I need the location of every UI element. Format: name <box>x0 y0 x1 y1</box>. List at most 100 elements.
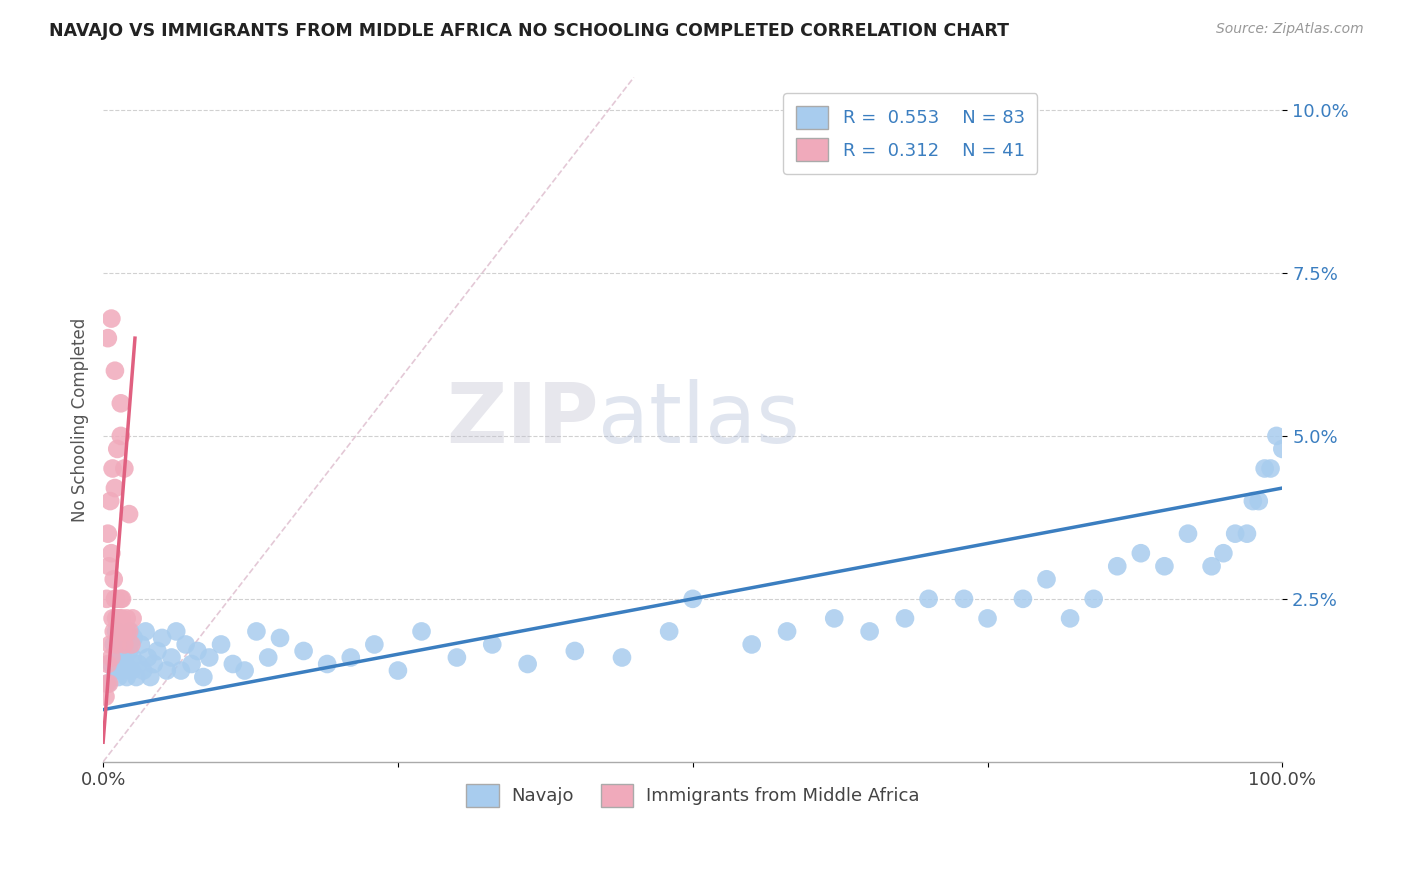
Point <box>233 664 256 678</box>
Point <box>411 624 433 639</box>
Point <box>363 637 385 651</box>
Point <box>110 396 132 410</box>
Point <box>98 559 121 574</box>
Point <box>1260 461 1282 475</box>
Point <box>1177 526 1199 541</box>
Point <box>160 650 183 665</box>
Point <box>125 670 148 684</box>
Point <box>110 591 132 606</box>
Point <box>115 611 138 625</box>
Point <box>103 624 125 639</box>
Point <box>823 611 845 625</box>
Text: ZIP: ZIP <box>446 379 599 460</box>
Point <box>193 670 215 684</box>
Point <box>139 670 162 684</box>
Point <box>115 624 138 639</box>
Point <box>610 650 633 665</box>
Point <box>1153 559 1175 574</box>
Point <box>112 461 135 475</box>
Point <box>516 657 538 671</box>
Point <box>111 591 134 606</box>
Point <box>142 657 165 671</box>
Point <box>741 637 763 651</box>
Point <box>104 664 127 678</box>
Point <box>101 461 124 475</box>
Point <box>98 676 121 690</box>
Point <box>150 631 173 645</box>
Point <box>96 591 118 606</box>
Point <box>112 637 135 651</box>
Legend: Navajo, Immigrants from Middle Africa: Navajo, Immigrants from Middle Africa <box>458 777 927 814</box>
Point <box>112 624 135 639</box>
Point <box>120 624 142 639</box>
Text: NAVAJO VS IMMIGRANTS FROM MIDDLE AFRICA NO SCHOOLING COMPLETED CORRELATION CHART: NAVAJO VS IMMIGRANTS FROM MIDDLE AFRICA … <box>49 22 1010 40</box>
Point <box>107 611 129 625</box>
Point <box>658 624 681 639</box>
Point <box>894 611 917 625</box>
Point <box>118 624 141 639</box>
Y-axis label: No Schooling Completed: No Schooling Completed <box>72 318 89 522</box>
Point <box>97 676 120 690</box>
Point <box>121 611 143 625</box>
Point <box>101 611 124 625</box>
Point <box>1253 461 1275 475</box>
Point <box>245 624 267 639</box>
Point <box>136 650 159 665</box>
Point <box>115 670 138 684</box>
Point <box>446 650 468 665</box>
Point <box>186 644 208 658</box>
Point <box>339 650 361 665</box>
Point <box>103 572 125 586</box>
Text: Source: ZipAtlas.com: Source: ZipAtlas.com <box>1216 22 1364 37</box>
Point <box>112 650 135 665</box>
Point <box>146 644 169 658</box>
Point <box>1271 442 1294 456</box>
Point <box>1236 526 1258 541</box>
Point <box>1265 429 1288 443</box>
Point <box>118 507 141 521</box>
Point <box>1059 611 1081 625</box>
Point <box>198 650 221 665</box>
Point <box>111 611 134 625</box>
Point <box>1241 494 1264 508</box>
Point <box>111 664 134 678</box>
Point <box>776 624 799 639</box>
Point <box>1225 526 1247 541</box>
Point <box>156 664 179 678</box>
Point <box>105 442 128 456</box>
Point <box>104 591 127 606</box>
Point <box>387 664 409 678</box>
Point <box>222 657 245 671</box>
Point <box>94 690 117 704</box>
Point <box>132 664 155 678</box>
Point <box>1212 546 1234 560</box>
Point <box>135 624 157 639</box>
Point <box>110 631 132 645</box>
Point <box>104 481 127 495</box>
Point <box>1129 546 1152 560</box>
Point <box>564 644 586 658</box>
Point <box>170 664 193 678</box>
Point <box>165 624 187 639</box>
Point <box>100 650 122 665</box>
Point <box>97 331 120 345</box>
Point <box>110 429 132 443</box>
Point <box>100 311 122 326</box>
Point <box>107 624 129 639</box>
Text: atlas: atlas <box>599 379 800 460</box>
Point <box>97 526 120 541</box>
Point <box>103 637 125 651</box>
Point <box>98 637 121 651</box>
Point <box>174 637 197 651</box>
Point <box>269 631 291 645</box>
Point <box>118 644 141 658</box>
Point <box>105 637 128 651</box>
Point <box>120 664 142 678</box>
Point <box>1247 494 1270 508</box>
Point <box>105 611 128 625</box>
Point <box>1107 559 1129 574</box>
Point <box>481 637 503 651</box>
Point <box>1083 591 1105 606</box>
Point <box>180 657 202 671</box>
Point <box>1012 591 1035 606</box>
